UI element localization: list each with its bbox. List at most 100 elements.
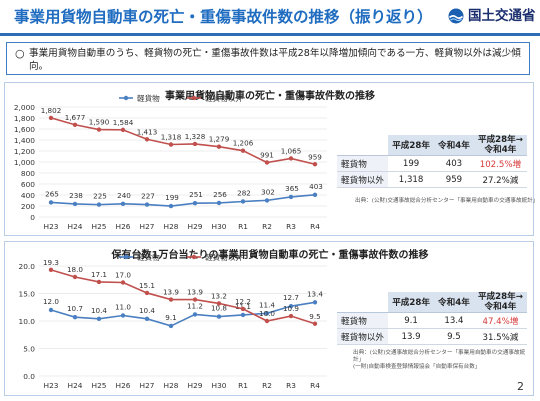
data-label: 17.0 <box>115 271 131 280</box>
data-label: 19.3 <box>43 258 59 267</box>
series-line <box>50 269 316 325</box>
x-tick-label: H27 <box>140 381 155 390</box>
x-tick-label: H23 <box>44 381 59 390</box>
data-point <box>168 323 174 329</box>
data-point <box>264 160 270 165</box>
data-label: 959 <box>308 152 322 161</box>
data-point <box>312 321 318 326</box>
data-point <box>240 312 246 318</box>
legend-swatch-marker <box>123 95 129 101</box>
data-label: 1,328 <box>185 132 206 141</box>
data-label: 9.1 <box>165 313 176 322</box>
y-tick-label: 200 <box>21 202 35 211</box>
data-label: 1,318 <box>161 133 182 142</box>
legend-item: 軽貨物以外 <box>187 252 243 262</box>
data-point <box>72 201 78 207</box>
data-label: 1,677 <box>65 113 86 122</box>
data-label: 1,584 <box>113 118 134 127</box>
table-row-label: 軽貨物以外 <box>337 171 389 188</box>
table-header-change: 平成28年→ 令和4年 <box>473 135 527 156</box>
line-chart-rate: 0.0 5.0 10.0 15.0 20.0 H23 H24 H25 H26 H27 H28 H29 H… <box>19 252 327 390</box>
data-point <box>216 144 222 149</box>
data-label: 403 <box>309 182 323 191</box>
x-tick-label: H28 <box>164 222 179 231</box>
data-point <box>312 162 318 167</box>
header-divider <box>0 33 540 36</box>
x-tick-label: H25 <box>92 222 107 231</box>
data-point <box>144 316 150 321</box>
data-label: 251 <box>189 190 203 199</box>
data-label: 227 <box>141 192 155 201</box>
chart-title: 事業用貨物自動車の死亡・重傷事故件数の推移 <box>165 91 375 102</box>
data-label: 11.2 <box>187 301 203 310</box>
table-header-r4: 令和4年 <box>434 135 474 156</box>
legend-swatch-marker <box>191 95 197 101</box>
data-label: 1,206 <box>233 139 254 148</box>
data-point <box>72 314 78 320</box>
table-cell-change: 47.4%増 <box>473 312 527 329</box>
data-label: 10.7 <box>67 304 83 313</box>
x-tick-label: R3 <box>286 222 296 231</box>
data-point <box>48 115 54 121</box>
table-header-h28: 平成28年 <box>388 292 434 313</box>
x-tick-label: R4 <box>310 222 320 231</box>
data-point <box>192 312 198 317</box>
table-cell: 403 <box>434 155 474 172</box>
data-label: 12.2 <box>235 297 251 306</box>
data-label: 11.1 <box>235 302 251 311</box>
data-label: 18.0 <box>67 265 83 274</box>
data-label: 13.2 <box>211 291 227 300</box>
data-point <box>288 156 294 161</box>
data-point <box>192 141 198 147</box>
table-cell: 9.1 <box>388 312 434 329</box>
data-point <box>48 200 54 205</box>
data-point <box>192 297 198 302</box>
x-tick-label: H29 <box>188 381 203 390</box>
data-label: 365 <box>285 184 299 193</box>
data-label: 256 <box>213 190 227 199</box>
data-point <box>120 127 126 133</box>
data-point <box>48 307 54 313</box>
table-cell: 13.9 <box>388 328 434 345</box>
data-label: 15.1 <box>139 281 155 290</box>
data-label: 1,279 <box>209 135 230 144</box>
data-point <box>144 137 150 142</box>
y-tick-label: 1,200 <box>14 147 35 156</box>
source-note: 出典：(公財)交通事故総合分析センター「事業用自動車の交通事故統計」 <box>355 198 539 204</box>
data-label: 10.4 <box>139 306 155 315</box>
x-tick-label: H25 <box>92 381 107 390</box>
y-tick-label: 5.0 <box>23 345 35 354</box>
data-point <box>216 314 222 319</box>
comparison-table: 平成28年 令和4年 平成28年→ 令和4年 軽貨物 199 403 102.5… <box>337 135 527 188</box>
data-point <box>192 200 198 206</box>
chart-title: 保有台数1万台当たりの事業用貨物自動車の死亡・重傷事故件数の推移 <box>111 250 429 261</box>
data-label: 11.0 <box>115 303 131 312</box>
table-corner <box>337 292 389 313</box>
table-cell: 199 <box>388 155 434 172</box>
data-label: 11.4 <box>259 300 275 309</box>
y-tick-label: 0.0 <box>23 372 35 381</box>
table-cell: 1,318 <box>388 171 434 188</box>
data-point <box>168 203 174 209</box>
data-point <box>48 267 54 273</box>
chart-panel-counts: 事業用貨物自動車の死亡・重傷事故件数の推移 0 200 400 600 800 1,000… <box>4 82 538 236</box>
table-row-label: 軽貨物以外 <box>337 328 389 345</box>
table-row-label: 軽貨物 <box>337 312 389 329</box>
data-point <box>72 122 78 127</box>
source-note: 出典：(公財)交通事故総合分析センター「事業用自動車の交通事故統計」 (一財)自… <box>353 350 526 370</box>
table-header-change: 平成28年→ 令和4年 <box>473 292 527 313</box>
legend-label: 軽貨物 <box>137 93 160 103</box>
legend-label: 軽貨物以外 <box>205 93 243 103</box>
y-tick-label: 1,400 <box>14 136 35 145</box>
table-cell-change: 31.5%減 <box>473 328 527 345</box>
legend-label: 軽貨物以外 <box>205 252 243 262</box>
page-number: 2 <box>517 380 524 393</box>
data-point <box>120 313 126 318</box>
x-tick-label: H24 <box>68 381 83 390</box>
data-label: 17.1 <box>91 270 107 279</box>
x-tick-label: H27 <box>140 222 155 231</box>
data-point <box>240 148 246 153</box>
data-label: 1,590 <box>89 118 110 127</box>
legend-label: 軽貨物 <box>137 252 160 262</box>
table-cell: 9.5 <box>434 328 474 345</box>
